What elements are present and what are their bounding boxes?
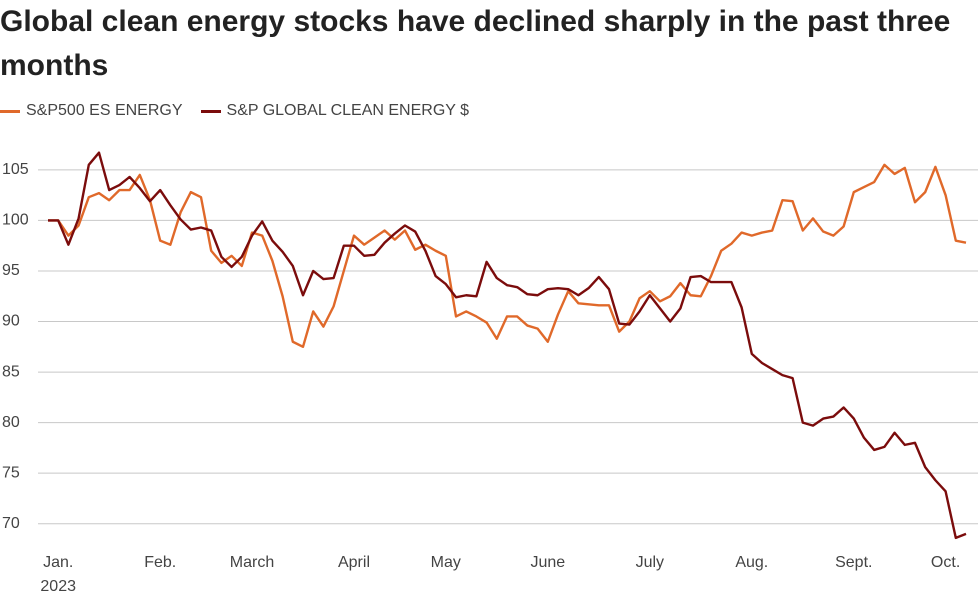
x-tick-label: Sept. (835, 554, 872, 571)
y-tick-label: 95 (2, 262, 20, 279)
legend-swatch (0, 109, 20, 113)
x-tick-label: Jan. (43, 554, 73, 571)
legend-item: S&P GLOBAL CLEAN ENERGY $ (200, 102, 469, 120)
x-tick-label: March (230, 554, 274, 571)
y-tick-label: 80 (2, 414, 20, 431)
x-year-label: 2023 (40, 578, 76, 595)
y-tick-label: 75 (2, 464, 20, 481)
legend-swatch (200, 109, 221, 113)
legend-label: S&P500 ES ENERGY (26, 102, 183, 119)
chart-title: Global clean energy stocks have declined… (0, 5, 951, 82)
y-tick-label: 70 (2, 515, 20, 532)
x-tick-label: April (338, 554, 370, 571)
x-tick-label: July (636, 554, 664, 571)
x-tick-label: Feb. (144, 554, 176, 571)
x-tick-label: May (431, 554, 461, 571)
y-tick-label: 100 (2, 212, 29, 229)
y-tick-label: 85 (2, 363, 20, 380)
y-tick-label: 90 (2, 313, 20, 330)
x-tick-label: June (530, 554, 565, 571)
legend-label: S&P GLOBAL CLEAN ENERGY $ (226, 102, 469, 119)
x-tick-label: Aug. (735, 554, 768, 571)
y-tick-label: 105 (2, 161, 29, 178)
series-line (48, 163, 967, 348)
series-line (48, 151, 967, 540)
legend: S&P500 ES ENERGY S&P GLOBAL CLEAN ENERGY … (0, 102, 487, 120)
x-tick-label: Oct. (931, 554, 960, 571)
legend-item: S&P500 ES ENERGY (0, 102, 183, 120)
